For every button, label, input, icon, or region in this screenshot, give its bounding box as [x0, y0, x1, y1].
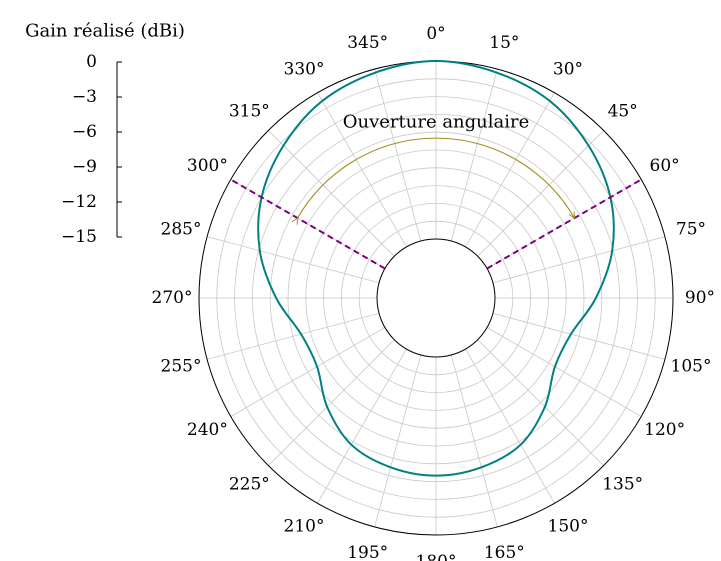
radial-axis-tick-label: −12: [61, 192, 97, 212]
angle-tick-label: 255°: [161, 356, 202, 376]
inner-circle: [376, 238, 496, 358]
angle-tick-label: 270°: [152, 288, 193, 308]
beamwidth-arc: [298, 137, 575, 218]
angle-tick-label: 225°: [229, 475, 270, 495]
angle-tick-label: 150°: [548, 517, 589, 537]
radial-axis-tick-label: −6: [72, 122, 97, 142]
angle-tick-label: 60°: [650, 156, 680, 176]
grid-circle: [251, 113, 621, 483]
grid-circle: [305, 167, 567, 429]
angle-tick-label: 135°: [602, 475, 643, 495]
grid-circle: [323, 185, 549, 411]
angle-tick-label: 45°: [608, 101, 638, 121]
angle-tick-label: 195°: [347, 543, 388, 561]
angle-tick-label: 15°: [489, 33, 519, 53]
radial-axis-tick-label: −9: [72, 157, 97, 177]
angle-tick-label: 105°: [671, 356, 712, 376]
angle-tick-label: 285°: [161, 220, 202, 240]
angle-tick-label: 75°: [676, 220, 706, 240]
beamwidth-label: Ouverture angulaire: [343, 112, 530, 133]
angle-tick-label: 0°: [426, 24, 445, 44]
grid-circle: [216, 78, 656, 518]
angle-tick-label: 210°: [284, 517, 325, 537]
radial-axis-tick-label: 0: [86, 52, 97, 72]
angle-tick-label: 300°: [187, 156, 228, 176]
angle-tick-label: 120°: [644, 420, 685, 440]
angle-tick-label: 345°: [347, 33, 388, 53]
angle-tick-label: 30°: [553, 59, 583, 79]
radial-axis-tick-label: −15: [61, 227, 97, 247]
radial-axis-title: Gain réalisé (dBi): [25, 21, 185, 42]
radial-axis-tick-label: −3: [72, 87, 97, 107]
grid-circle: [234, 96, 638, 500]
grid-circle: [269, 131, 603, 465]
angle-tick-label: 330°: [284, 59, 325, 79]
angle-tick-label: 240°: [187, 420, 228, 440]
grid-circle: [287, 149, 585, 447]
angle-tick-label: 90°: [685, 288, 715, 308]
angle-tick-label: 180°: [416, 552, 457, 561]
grid-circle: [340, 202, 531, 393]
angle-tick-label: 315°: [229, 101, 270, 121]
angle-tick-label: 165°: [484, 543, 525, 561]
